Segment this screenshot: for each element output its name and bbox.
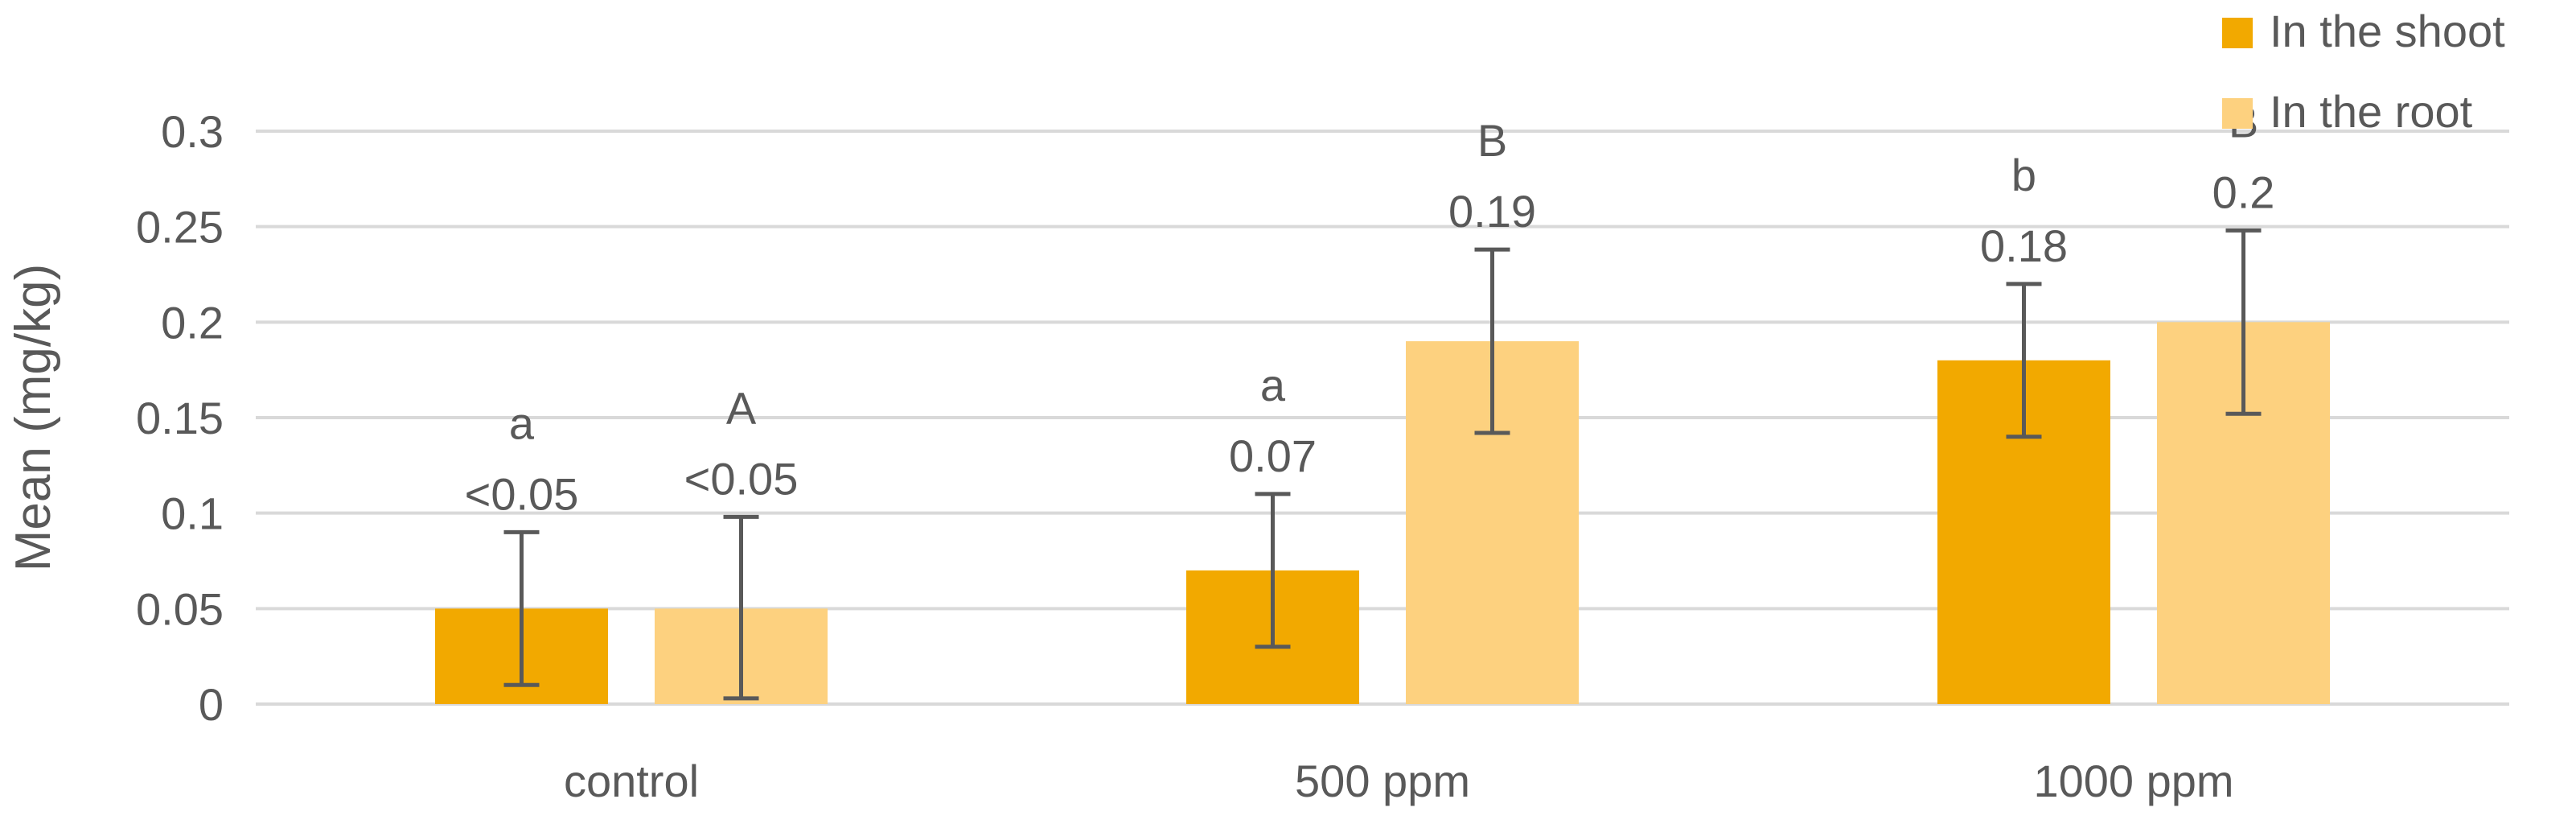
legend-label: In the shoot: [2270, 6, 2505, 56]
data-label: 0.07: [1229, 430, 1317, 481]
legend-swatch: [2222, 18, 2253, 48]
legend: In the shoot In the root: [2222, 6, 2505, 137]
error-bars: [503, 228, 2262, 701]
significance-letter: B: [1477, 115, 1507, 166]
y-tick-label: 0.25: [136, 202, 224, 253]
x-tick-label: 500 ppm: [1295, 756, 1470, 806]
significance-letter: a: [509, 398, 535, 448]
y-axis-label: Mean (mg/kg): [6, 264, 61, 571]
y-tick-label: 0.15: [136, 393, 224, 443]
legend-swatch: [2222, 98, 2253, 129]
data-label: 0.2: [2212, 167, 2275, 217]
significance-letter: a: [1260, 360, 1286, 410]
significance-letter: A: [726, 382, 757, 433]
x-tick-label: control: [564, 756, 699, 806]
data-label: <0.05: [684, 453, 799, 504]
legend-label: In the root: [2270, 86, 2473, 137]
data-label: <0.05: [465, 468, 579, 519]
x-tick-label: 1000 ppm: [2033, 756, 2233, 806]
data-label: 0.18: [1980, 220, 2068, 271]
y-tick-label: 0.3: [161, 106, 224, 157]
y-tick-label: 0.1: [161, 488, 224, 539]
axes: 0 0.05 0.1 0.15 0.2 0.25 0.3 Mean (mg/kg) contro…: [6, 106, 2234, 806]
y-tick-label: 0.05: [136, 583, 224, 634]
gridlines: [256, 130, 2509, 706]
y-tick-label: 0.2: [161, 297, 224, 348]
data-label: 0.19: [1448, 186, 1536, 237]
significance-letter: b: [2011, 150, 2036, 200]
y-tick-label: 0: [199, 679, 224, 730]
